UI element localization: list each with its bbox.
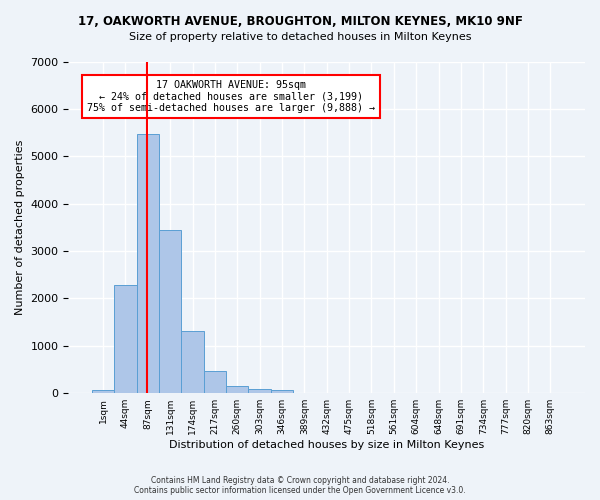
Bar	[226, 386, 248, 393]
Text: Contains HM Land Registry data © Crown copyright and database right 2024.
Contai: Contains HM Land Registry data © Crown c…	[134, 476, 466, 495]
X-axis label: Distribution of detached houses by size in Milton Keynes: Distribution of detached houses by size …	[169, 440, 484, 450]
Bar	[271, 390, 293, 393]
Text: 17 OAKWORTH AVENUE: 95sqm
← 24% of detached houses are smaller (3,199)
75% of se: 17 OAKWORTH AVENUE: 95sqm ← 24% of detac…	[87, 80, 375, 113]
Bar	[159, 230, 181, 393]
Bar	[114, 285, 137, 393]
Bar	[92, 390, 114, 393]
Text: 17, OAKWORTH AVENUE, BROUGHTON, MILTON KEYNES, MK10 9NF: 17, OAKWORTH AVENUE, BROUGHTON, MILTON K…	[77, 15, 523, 28]
Bar	[204, 372, 226, 393]
Bar	[137, 134, 159, 393]
Bar	[181, 331, 204, 393]
Y-axis label: Number of detached properties: Number of detached properties	[15, 140, 25, 315]
Text: Size of property relative to detached houses in Milton Keynes: Size of property relative to detached ho…	[129, 32, 471, 42]
Bar	[248, 388, 271, 393]
